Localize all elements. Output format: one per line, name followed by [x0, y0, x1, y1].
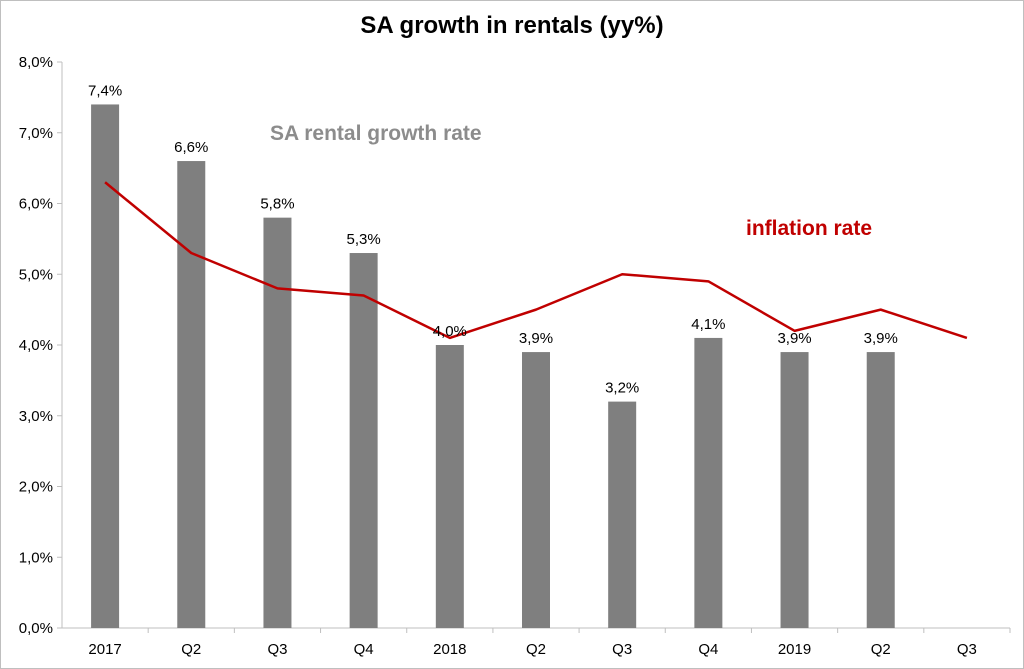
bar-data-label: 3,9%	[519, 330, 553, 347]
bar	[694, 337, 723, 628]
y-tick-label: 1,0%	[19, 549, 53, 566]
bar-data-label: 7,4%	[88, 82, 122, 99]
y-tick-label: 3,0%	[19, 408, 53, 425]
y-tick-label: 4,0%	[19, 337, 53, 354]
x-tick-label: Q2	[181, 641, 201, 658]
inflation-series-annotation: inflation rate	[746, 217, 872, 240]
bar-series	[91, 104, 895, 629]
bar	[866, 352, 895, 628]
x-tick-label: Q3	[957, 641, 977, 658]
y-tick-label: 8,0%	[19, 54, 53, 71]
bar-data-label: 6,6%	[174, 139, 208, 156]
chart-title: SA growth in rentals (yy%)	[360, 12, 664, 39]
y-tick-label: 5,0%	[19, 266, 53, 283]
rental-series-annotation: SA rental growth rate	[270, 122, 482, 145]
bar	[177, 161, 206, 629]
bar	[608, 401, 637, 628]
bar-data-label: 5,3%	[347, 231, 381, 248]
bar	[780, 352, 809, 628]
chart-axes: 0,0% 1,0% 2,0% 3,0% 4,0% 5,0% 6,0% 7,0% 8,0% 2017…	[19, 54, 1011, 658]
x-tick-label: Q2	[871, 641, 891, 658]
bar-data-label: 5,8%	[260, 196, 294, 213]
bar-data-label: 4,0%	[433, 323, 467, 340]
bar	[435, 345, 464, 628]
x-tick-label: Q4	[354, 641, 374, 658]
bar	[349, 253, 378, 628]
bar-data-label: 4,1%	[691, 316, 725, 333]
bar-data-label: 3,2%	[605, 380, 639, 397]
y-tick-label: 0,0%	[19, 620, 53, 637]
line-series	[104, 181, 968, 340]
bar	[263, 217, 292, 628]
bar-data-label: 3,9%	[777, 330, 811, 347]
bar	[91, 104, 120, 628]
data-labels: 7,4% 6,6% 5,8% 5,3% 4,0% 3,9% 3,2% 4,1% 3,9% 3,9%	[88, 82, 898, 396]
y-tick-label: 7,0%	[19, 125, 53, 142]
x-tick-label: Q2	[526, 641, 546, 658]
y-tick-label: 2,0%	[19, 479, 53, 496]
x-tick-label: 2018	[433, 641, 466, 658]
bar	[522, 352, 550, 628]
x-tick-label: Q3	[612, 641, 632, 658]
x-tick-label: Q4	[698, 641, 718, 658]
x-tick-label: Q3	[267, 641, 287, 658]
inflation-line	[104, 181, 968, 340]
x-tick-label: 2017	[88, 641, 121, 658]
x-tick-label: 2019	[778, 641, 811, 658]
bar-data-label: 3,9%	[864, 330, 898, 347]
y-tick-label: 6,0%	[19, 196, 53, 213]
